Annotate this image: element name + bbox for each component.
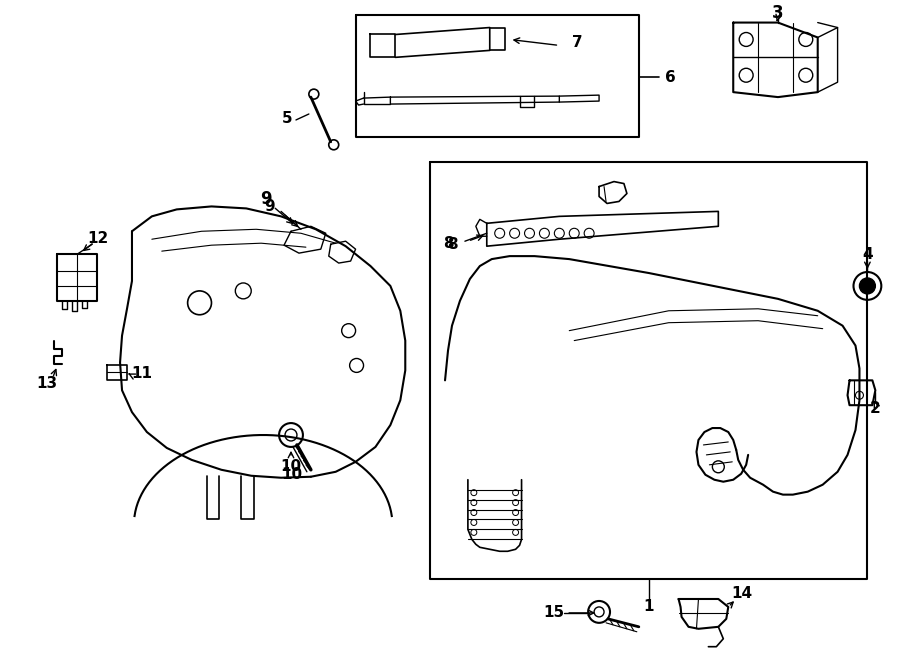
Text: 4: 4 — [862, 247, 873, 262]
Text: 13: 13 — [36, 376, 57, 391]
Text: 15: 15 — [544, 605, 565, 621]
Text: 7: 7 — [572, 35, 582, 50]
Text: 14: 14 — [732, 586, 752, 601]
Text: 6: 6 — [665, 69, 676, 85]
Text: 8: 8 — [446, 237, 457, 252]
Text: 10: 10 — [281, 459, 302, 475]
Text: 12: 12 — [87, 231, 109, 246]
Text: 2: 2 — [870, 401, 881, 416]
Text: 9: 9 — [264, 199, 274, 214]
Text: 10: 10 — [282, 467, 302, 483]
Text: 11: 11 — [131, 366, 152, 381]
Text: 3: 3 — [772, 3, 784, 22]
Circle shape — [860, 278, 876, 294]
Text: 9: 9 — [260, 190, 272, 208]
Text: 1: 1 — [644, 600, 654, 615]
Text: 8: 8 — [443, 236, 454, 251]
Text: 5: 5 — [282, 112, 292, 126]
